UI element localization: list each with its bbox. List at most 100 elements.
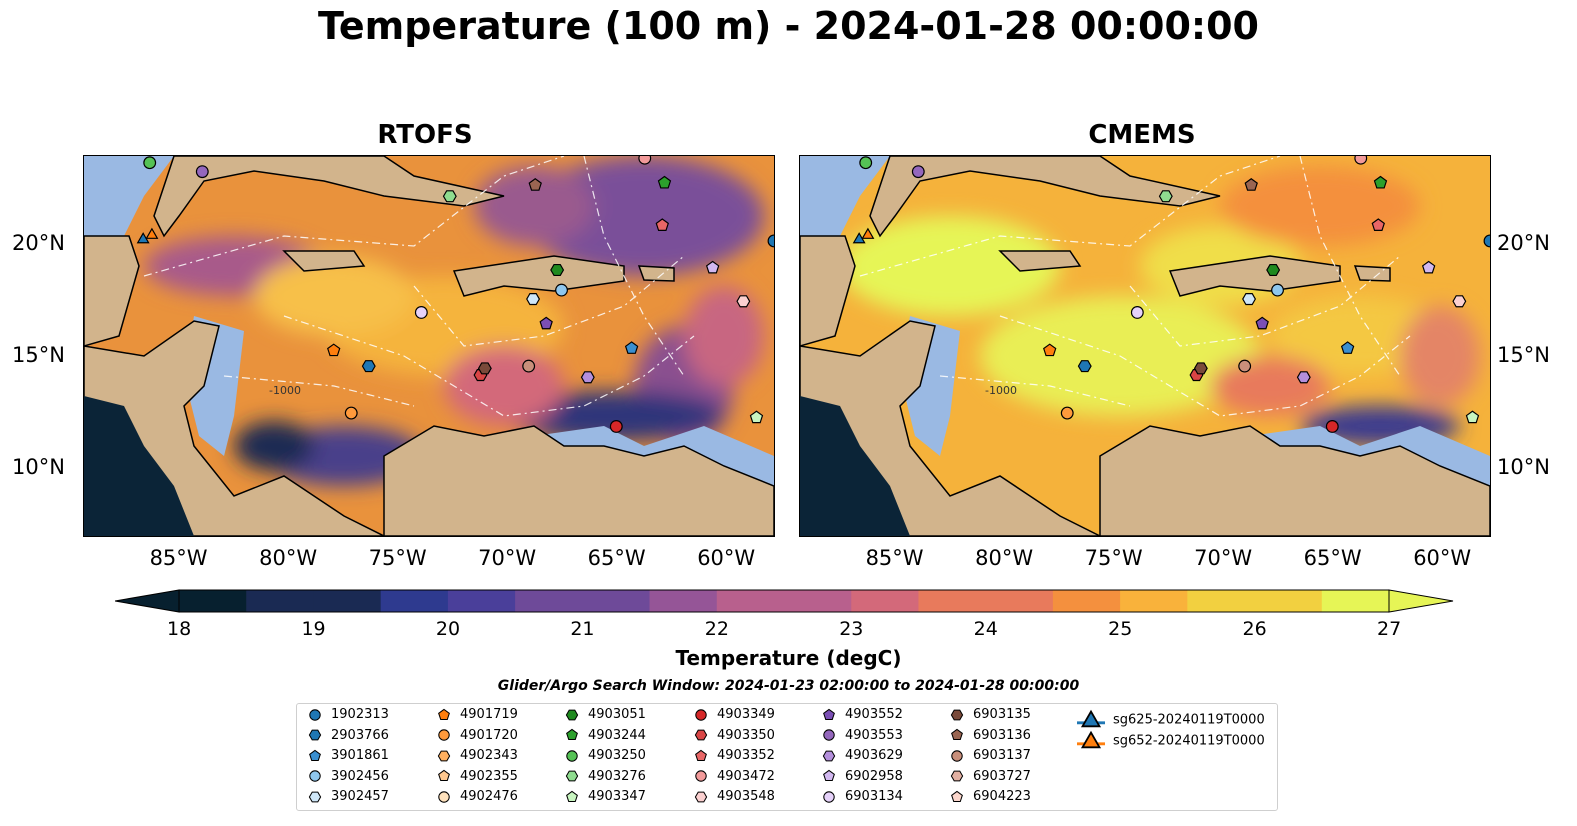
float-marker xyxy=(136,232,150,244)
float-marker xyxy=(767,234,774,248)
float-marker xyxy=(1421,260,1436,274)
legend-marker xyxy=(565,770,579,782)
float-marker xyxy=(749,410,764,424)
legend-item: 4903349 xyxy=(693,706,775,724)
legend-label: 4903629 xyxy=(845,748,903,764)
legend-item: 4903051 xyxy=(564,706,646,724)
colorbar-swatch xyxy=(582,590,651,612)
legend-item: 3901861 xyxy=(307,747,389,765)
colorbar-swatch xyxy=(918,590,987,612)
legend-marker xyxy=(438,708,450,720)
legend-label: 4903276 xyxy=(588,768,646,784)
legend-item: 1902313 xyxy=(307,706,389,724)
float-marker xyxy=(145,227,159,239)
legend-marker xyxy=(566,728,578,741)
legend-item: 3902456 xyxy=(307,768,389,786)
colorbar xyxy=(115,589,1454,613)
eez-boundaries xyxy=(143,156,695,417)
float-marker xyxy=(526,293,541,306)
legend-item: sg625-20240119T0000 xyxy=(1077,706,1265,728)
colorbar-tick-label: 19 xyxy=(301,618,326,640)
legend-label: 2903766 xyxy=(331,727,389,743)
search-window-text: Glider/Argo Search Window: 2024-01-23 02… xyxy=(497,678,1080,694)
lon-tick-label: 85°W xyxy=(865,546,924,570)
colorbar-tick-label: 27 xyxy=(1377,618,1402,640)
legend-item: 6904223 xyxy=(949,788,1031,806)
lat-tick-label: 10°N xyxy=(12,454,65,479)
colorbar-swatch xyxy=(1120,590,1188,612)
float-marker xyxy=(344,406,358,420)
legend-label: 4903352 xyxy=(717,748,775,764)
map-cmems-canvas: -1000 xyxy=(800,156,1490,536)
legend-label: sg625-20240119T0000 xyxy=(1113,712,1265,728)
legend-item: 4903350 xyxy=(693,727,775,745)
legend-marker xyxy=(1077,709,1105,728)
legend-item: 4903553 xyxy=(821,727,903,745)
lon-tick-label: 65°W xyxy=(1303,546,1362,570)
float-marker xyxy=(1266,263,1281,277)
float-markers-rtofs xyxy=(136,156,774,433)
panel-title-rtofs: RTOFS xyxy=(377,120,473,150)
float-marker xyxy=(1130,306,1144,319)
legend-label: 6903137 xyxy=(973,748,1031,764)
float-marker xyxy=(580,371,595,384)
colorbar-tick-label: 22 xyxy=(704,618,729,640)
legend-label: 6902958 xyxy=(845,768,903,784)
legend-label: 6903727 xyxy=(973,768,1031,784)
colorbar-tick-label: 18 xyxy=(167,618,192,640)
legend-marker xyxy=(309,770,321,783)
colorbar-swatch xyxy=(380,590,449,612)
lon-tick-label: 70°W xyxy=(1194,546,1253,570)
float-marker xyxy=(1296,371,1311,384)
legend-item: 3902457 xyxy=(307,788,389,806)
float-marker xyxy=(1043,343,1057,357)
colorbar-extend-low xyxy=(115,589,180,613)
legend-marker xyxy=(823,791,835,803)
legend-label: 4901720 xyxy=(460,727,518,743)
float-marker xyxy=(1238,359,1252,373)
legend-marker xyxy=(309,708,321,721)
float-marker xyxy=(1354,156,1368,165)
lon-tick-label: 60°W xyxy=(697,546,756,570)
colorbar-swatch xyxy=(246,590,314,612)
legend-item: 6903727 xyxy=(949,768,1031,786)
float-marker xyxy=(657,175,672,189)
legend-item: 6903136 xyxy=(949,727,1031,745)
legend-item: 4903347 xyxy=(564,788,646,806)
pacific-deep xyxy=(800,396,910,536)
panel-title-cmems: CMEMS xyxy=(1088,120,1196,150)
colorbar-swatch xyxy=(1052,590,1121,612)
legend-marker xyxy=(437,750,451,762)
legend-label: 4903350 xyxy=(717,727,775,743)
colorbar-swatch xyxy=(716,590,785,612)
float-marker xyxy=(624,341,639,354)
legend-label: 3902456 xyxy=(331,768,389,784)
lon-tick-label: 80°W xyxy=(259,546,318,570)
legend-marker xyxy=(438,729,450,741)
colorbar-swatch xyxy=(985,590,1054,612)
lat-tick-label: 20°N xyxy=(12,231,65,256)
float-marker xyxy=(1371,218,1385,231)
map-rtofs-canvas: -1000 xyxy=(84,156,774,536)
float-marker xyxy=(539,316,553,330)
float-marker xyxy=(522,359,536,373)
legend-label: 3901861 xyxy=(331,748,389,764)
figure-title: Temperature (100 m) - 2024-01-28 00:00:0… xyxy=(317,4,1259,48)
legend-item: 4903276 xyxy=(564,768,646,786)
float-marker xyxy=(1193,362,1208,375)
colorbar-extend-high xyxy=(1388,589,1454,613)
float-marker xyxy=(143,156,157,170)
isobath-label: -1000 xyxy=(985,384,1017,397)
colorbar-swatch xyxy=(851,590,919,612)
colorbar-frame xyxy=(178,589,1390,613)
lon-tick-label: 80°W xyxy=(975,546,1034,570)
legend-marker xyxy=(438,791,450,803)
colorbar-swatch xyxy=(179,590,247,612)
legend-label: 4903472 xyxy=(717,768,775,784)
float-marker xyxy=(550,263,565,277)
eez-boundaries xyxy=(859,156,1411,417)
legend: 1902313 2903766 3901861 3902456 3902457 49017… xyxy=(296,703,1278,811)
colorbar-swatch xyxy=(313,590,382,612)
float-marker xyxy=(327,343,341,357)
float-marker xyxy=(1373,175,1388,189)
